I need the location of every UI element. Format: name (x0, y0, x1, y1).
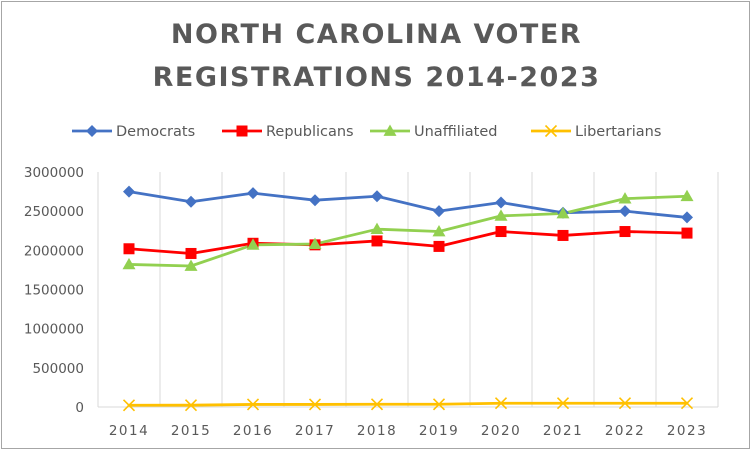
series-line-democrats (127, 190, 689, 219)
data-point-republicans (495, 226, 507, 238)
data-point-democrats (185, 195, 197, 208)
data-point-republicans (185, 247, 197, 259)
y-tick-label: 2500000 (24, 204, 84, 220)
data-point-republicans (557, 229, 569, 241)
data-point-libertarians (556, 397, 570, 410)
data-point-republicans (433, 240, 445, 252)
data-point-libertarians (618, 397, 632, 410)
series-lines (127, 190, 689, 407)
data-point-unaffiliated (122, 257, 136, 270)
series-markers (122, 185, 694, 412)
legend-swatch-marker (383, 124, 397, 136)
data-point-libertarians (432, 398, 446, 411)
legend-item-democrats: Democrats (72, 124, 195, 140)
data-point-libertarians (370, 398, 384, 411)
series-line-republicans (127, 230, 689, 255)
data-point-democrats (309, 194, 321, 207)
x-tick-label: 2016 (233, 423, 273, 439)
data-point-unaffiliated (494, 209, 508, 221)
x-tick-label: 2020 (481, 423, 521, 439)
y-tick-label: 1000000 (24, 322, 84, 338)
data-point-republicans (371, 235, 383, 247)
legend-item-unaffiliated: Unaffiliated (370, 124, 497, 140)
x-tick-label: 2014 (109, 423, 149, 439)
data-point-unaffiliated (308, 237, 322, 249)
x-tick-label: 2018 (357, 423, 397, 439)
data-point-democrats (681, 211, 693, 224)
series-line-libertarians (127, 401, 689, 407)
chart-title-line-1: NORTH CAROLINA VOTER (170, 19, 583, 50)
legend-swatch-marker (86, 125, 98, 137)
x-tick-label: 2019 (419, 423, 459, 439)
data-point-unaffiliated (184, 259, 198, 271)
data-point-unaffiliated (370, 222, 384, 235)
data-point-democrats (495, 196, 507, 209)
data-point-democrats (371, 190, 383, 203)
legend-swatch-marker (544, 124, 558, 138)
legend-label: Democrats (116, 124, 195, 140)
data-point-democrats (433, 205, 445, 218)
data-point-unaffiliated (680, 189, 694, 202)
data-point-libertarians (680, 397, 694, 410)
y-tick-label: 0 (75, 400, 84, 416)
gridlines (97, 172, 719, 407)
data-point-unaffiliated (556, 207, 570, 219)
legend-label: Unaffiliated (414, 124, 497, 140)
data-point-libertarians (308, 398, 322, 411)
data-point-republicans (619, 226, 631, 238)
data-point-unaffiliated (618, 192, 632, 204)
data-point-republicans (681, 227, 693, 239)
data-point-democrats (619, 205, 631, 218)
y-tick-label: 1500000 (24, 283, 84, 299)
data-point-libertarians (184, 399, 198, 412)
x-tick-label: 2015 (171, 423, 211, 439)
y-tick-label: 500000 (32, 361, 84, 377)
data-point-libertarians (122, 399, 136, 412)
data-point-democrats (123, 185, 135, 198)
y-tick-label: 2000000 (24, 243, 84, 259)
data-point-republicans (123, 243, 135, 255)
axes: 0 500000 1000000 1500000 2000000 2500000 30000… (24, 165, 718, 439)
legend-label: Republicans (266, 124, 354, 140)
legend-label: Libertarians (575, 124, 661, 140)
chart-title-line-2: REGISTRATIONS 2014-2023 (152, 62, 601, 93)
data-point-democrats (247, 187, 259, 200)
legend-item-libertarians: Libertarians (531, 124, 661, 140)
data-point-libertarians (246, 398, 260, 411)
data-point-unaffiliated (246, 238, 260, 250)
x-tick-label: 2021 (543, 423, 583, 439)
data-point-unaffiliated (432, 225, 446, 237)
series-line-unaffiliated (127, 194, 689, 268)
x-tick-label: 2023 (667, 423, 707, 439)
x-tick-label: 2022 (605, 423, 645, 439)
data-point-libertarians (494, 397, 508, 410)
y-tick-label: 3000000 (24, 165, 84, 181)
x-tick-label: 2017 (295, 423, 335, 439)
legend-swatch-marker (236, 125, 248, 137)
legend: Democrats Republicans Unaffiliated Libertar… (72, 124, 661, 140)
legend-item-republicans: Republicans (222, 124, 354, 140)
